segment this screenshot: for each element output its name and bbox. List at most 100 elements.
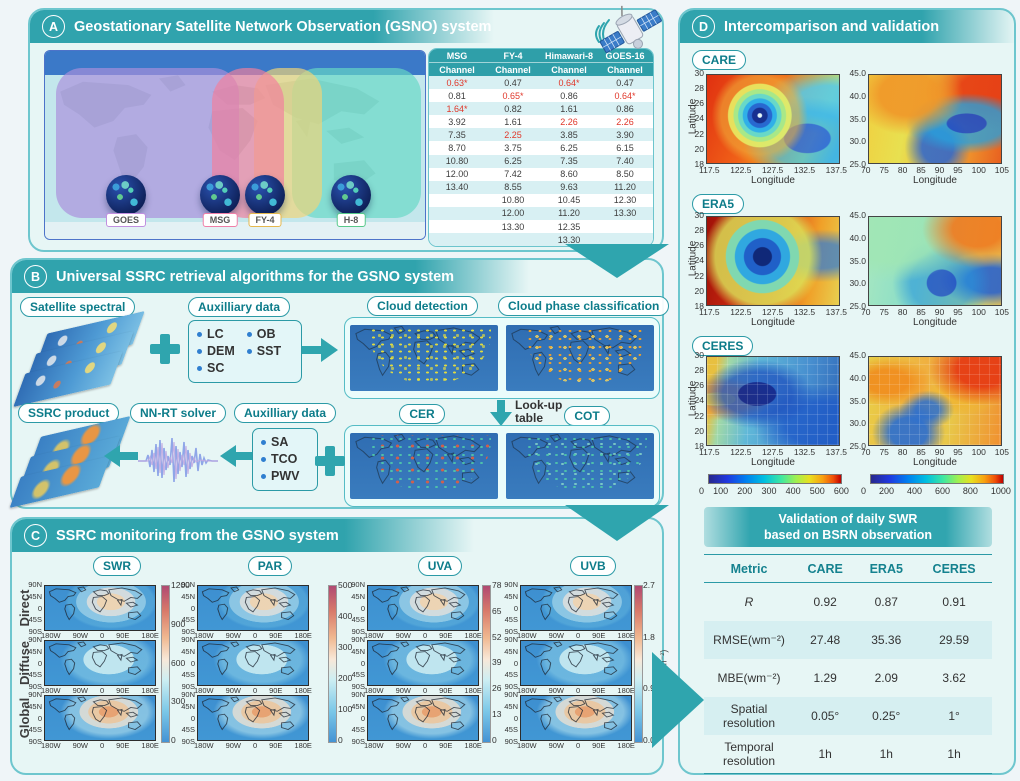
xtick: 80 [897, 165, 908, 175]
channel-table-subheader: Channel [485, 62, 541, 76]
earth-globe-icon [331, 175, 371, 215]
y-axis-ticks: 90N 45N 0 45S 90S [174, 691, 195, 746]
channel-table-row: 10.80 10.45 12.30 [429, 194, 653, 207]
cbar-tick: 400 [338, 611, 353, 621]
channel-value: 9.63 [560, 182, 578, 193]
channel-value: 0.47 [616, 77, 634, 88]
cbar-tick: 100 [713, 486, 729, 496]
xtick: 0 [575, 631, 581, 640]
xtick: 90W [395, 631, 411, 640]
cbar-tick: 500 [338, 580, 353, 590]
xtick: 180W [364, 741, 384, 750]
channel-table-subheader: Channel [597, 62, 653, 76]
ytick: 20 [694, 143, 704, 154]
channel-value: 12.30 [613, 195, 637, 206]
ceres-tibet-map [868, 356, 1002, 446]
xtick: 90E [269, 741, 283, 750]
ytick: 30 [694, 68, 704, 78]
panel-b-title: Universal SSRC retrieval algorithms for … [56, 268, 455, 285]
ytick: 45S [28, 615, 42, 625]
flow-arrow-icon [302, 338, 338, 362]
channel-value: 0.65* [502, 90, 524, 101]
plus-icon [150, 334, 180, 364]
channel-table-row: 13.30 [429, 233, 653, 246]
ytick: 30.0 [849, 418, 866, 429]
ceres-typhoon-map-wrap: 30 28 26 24 22 20 18 117.5 122.5 127.5 132.5 137.5… [695, 351, 847, 469]
cbar-tick: 100 [338, 704, 353, 714]
swr-colorbar-ticks: 1200 900 600 300 0 [171, 581, 190, 745]
flow-arrow-a-to-b [565, 244, 669, 278]
ytick: 35.0 [849, 113, 866, 124]
par-colorbar-ticks: 500 400 300 200 100 0 [338, 581, 352, 745]
channel-table-satellite: GOES-16 [597, 49, 653, 63]
ytick: 90N [504, 635, 518, 644]
y-axis-ticks: 30 28 26 24 22 20 18 [688, 211, 704, 311]
channel-value: 3.92 [448, 116, 466, 127]
ytick: 45N [504, 646, 518, 656]
era5-tibet-map [868, 216, 1002, 306]
xtick: 180E [464, 631, 482, 640]
longitude-axis-label: Longitude [913, 457, 957, 468]
xtick: 180E [464, 741, 482, 750]
map-cell: 90N 45N 0 45S 90S 180W 90W 0 90E 180E [351, 581, 482, 640]
validation-header-cell: ERA5 [856, 554, 917, 583]
xtick: 117.5 [699, 307, 720, 317]
ytick: 22 [694, 270, 704, 281]
cbar-tick: 2.7 [643, 580, 655, 590]
ytick: 90N [181, 580, 195, 589]
earth-globe-icon [106, 175, 146, 215]
ytick: 28 [694, 83, 704, 94]
xtick: 180W [41, 631, 61, 640]
channel-table-row: 0.81 0.65* 0.86 0.64* [429, 89, 653, 102]
uvb-colorbar-ticks: 2.7 1.8 0.9 0.0 [643, 581, 655, 745]
xtick: 180E [294, 741, 312, 750]
longitude-axis-label: Longitude [751, 317, 795, 328]
ytick: 90S [181, 682, 195, 691]
xtick: 75 [879, 307, 889, 317]
xtick: 90E [116, 741, 130, 750]
validation-table-title: Validation of daily SWR based on BSRN ob… [704, 507, 992, 547]
aux-item: SST [247, 343, 281, 360]
xtick: 90 [934, 307, 945, 317]
ytick: 45S [28, 725, 42, 735]
ytick: 0 [360, 713, 365, 723]
aux-item: SC [197, 360, 235, 377]
panel-d-badge: D [692, 15, 715, 38]
xtick: 90W [225, 686, 241, 695]
panel-a-title: Geostationary Satellite Network Observat… [74, 18, 492, 35]
metric-label: R [744, 595, 754, 609]
xtick: 127.5 [762, 165, 784, 175]
metric-value: 1h [856, 735, 917, 774]
longitude-axis-label: Longitude [913, 317, 957, 328]
channel-value: 0.64* [558, 77, 580, 88]
ytick: 30 [694, 350, 704, 360]
satellite-label-msg: MSG [202, 213, 238, 227]
xtick: 70 [861, 307, 871, 317]
panel-b-header: B Universal SSRC retrieval algorithms fo… [12, 260, 529, 293]
xtick: 132.5 [793, 165, 816, 175]
ytick: 0 [360, 658, 365, 668]
uvb-pill-wrap: UVB [518, 556, 668, 576]
cbar-tick: 0 [699, 486, 705, 496]
validation-title-line1: Validation of daily SWR [778, 512, 918, 526]
xtick: 90 [934, 447, 945, 457]
xtick: 80 [897, 447, 908, 457]
channel-value [597, 220, 653, 233]
map-cell: 90N 45N 0 45S 90S 180W 90W 0 90E 180E [351, 691, 482, 750]
channel-value [429, 194, 485, 207]
ytick: 90N [181, 635, 195, 644]
metric-value: 0.92 [813, 595, 837, 609]
xtick: 70 [861, 165, 871, 175]
channel-value: 2.26 [616, 116, 634, 127]
validation-header-cell: CARE [794, 554, 857, 583]
ytick: 18 [694, 300, 704, 311]
xtick: 85 [916, 307, 926, 317]
channel-value: 0.81 [448, 90, 466, 101]
ytick: 45N [181, 591, 195, 601]
metric-value: 35.36 [871, 633, 902, 647]
panel-b-retrieval-algorithms: B Universal SSRC retrieval algorithms fo… [9, 258, 670, 509]
cbar-tick: 13 [492, 709, 502, 720]
uvb-global-map [520, 695, 632, 741]
xtick: 75 [879, 165, 889, 175]
map-cell: 90N 45N 0 45S 90S 180W 90W 0 90E 180E [504, 636, 635, 695]
